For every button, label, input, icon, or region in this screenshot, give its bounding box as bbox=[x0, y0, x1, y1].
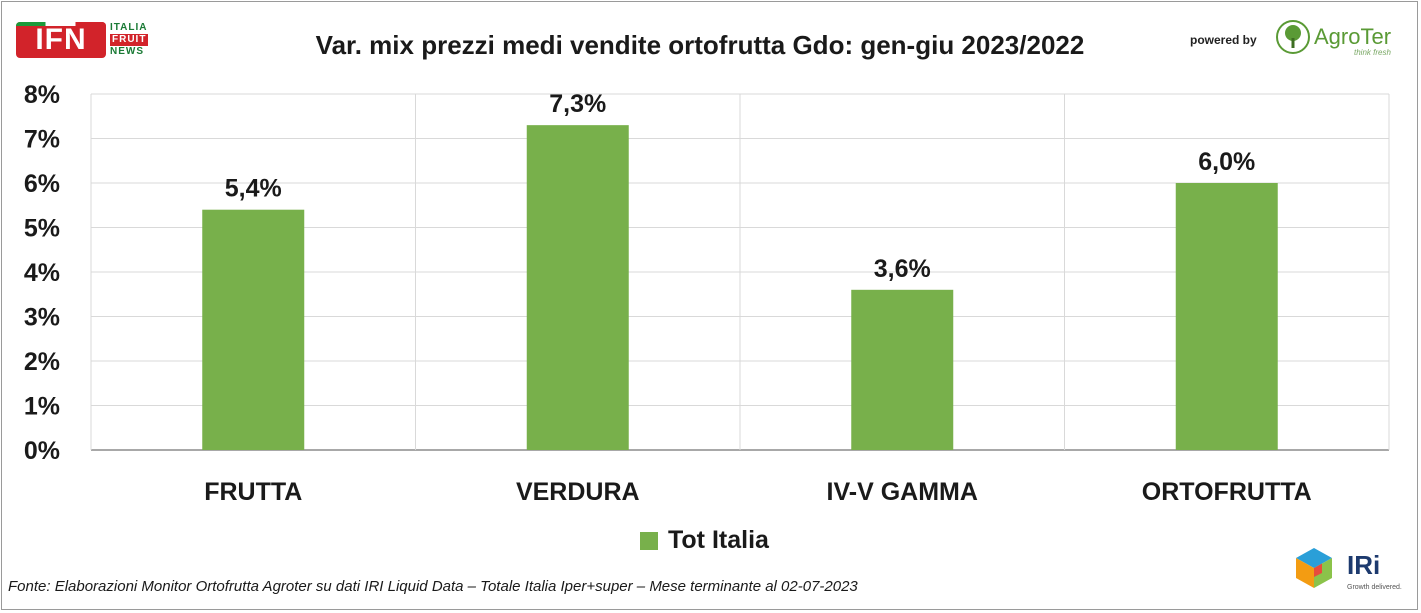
legend: Tot Italia bbox=[640, 526, 769, 555]
bar-frutta bbox=[202, 209, 305, 450]
x-tick-label: VERDURA bbox=[516, 478, 640, 506]
data-label: 7,3% bbox=[549, 90, 606, 118]
data-label: 6,0% bbox=[1198, 148, 1255, 176]
ifn-logo-text: ITALIA FRUIT NEWS bbox=[110, 22, 170, 58]
source-note: Fonte: Elaborazioni Monitor Ortofrutta A… bbox=[8, 578, 858, 595]
y-tick-label: 4% bbox=[24, 259, 60, 287]
y-axis-ticks: 0% 1% 2% 3% 4% 5% 6% 7% 8% bbox=[24, 81, 60, 465]
x-tick-label: ORTOFRUTTA bbox=[1142, 478, 1312, 506]
agroter-logo: AgroTer think fresh bbox=[1276, 18, 1406, 58]
iri-logo-tagline: Growth delivered. bbox=[1347, 584, 1402, 591]
iri-logo-name: IRi bbox=[1347, 550, 1381, 580]
ifn-logo-line-3: NEWS bbox=[110, 46, 144, 57]
y-tick-label: 0% bbox=[24, 437, 60, 465]
chart-title: Var. mix prezzi medi vendite ortofrutta … bbox=[315, 30, 1085, 60]
y-tick-label: 1% bbox=[24, 393, 60, 421]
legend-label: Tot Italia bbox=[668, 526, 769, 554]
y-tick-label: 8% bbox=[24, 81, 60, 109]
bar-verdura bbox=[526, 125, 629, 451]
data-label: 3,6% bbox=[874, 255, 931, 283]
italian-flag-stripe bbox=[16, 22, 106, 26]
data-label: 5,4% bbox=[225, 175, 282, 203]
x-axis-ticks: FRUTTA VERDURA IV-V GAMMA ORTOFRUTTA bbox=[204, 478, 1312, 506]
ifn-logo: IFN ITALIA FRUIT NEWS bbox=[16, 22, 166, 58]
gridlines bbox=[90, 93, 1390, 451]
ifn-logo-line-1: ITALIA bbox=[110, 22, 148, 33]
agroter-logo-tagline: think fresh bbox=[1354, 48, 1391, 57]
ifn-logo-line-2: FRUIT bbox=[110, 34, 149, 46]
legend-swatch bbox=[640, 531, 658, 550]
y-tick-label: 5% bbox=[24, 215, 60, 243]
ifn-logo-mark: IFN bbox=[16, 22, 106, 58]
y-tick-label: 6% bbox=[24, 170, 60, 198]
bar-iv-v-gamma bbox=[851, 289, 954, 450]
y-tick-label: 7% bbox=[24, 126, 60, 154]
agroter-logo-name: AgroTer bbox=[1314, 24, 1392, 49]
bar-ortofrutta bbox=[1175, 183, 1278, 450]
x-tick-label: IV-V GAMMA bbox=[827, 478, 978, 506]
y-tick-label: 2% bbox=[24, 348, 60, 376]
iri-logo: IRi Growth delivered. bbox=[1292, 546, 1412, 596]
iri-cube-icon bbox=[1296, 548, 1332, 588]
data-labels: 5,4% 7,3% 3,6% 6,0% bbox=[225, 90, 1255, 283]
bars bbox=[202, 125, 1278, 451]
y-tick-label: 3% bbox=[24, 304, 60, 332]
powered-by-label: powered by bbox=[1190, 33, 1257, 47]
tree-icon bbox=[1276, 20, 1310, 54]
x-tick-label: FRUTTA bbox=[204, 478, 302, 506]
